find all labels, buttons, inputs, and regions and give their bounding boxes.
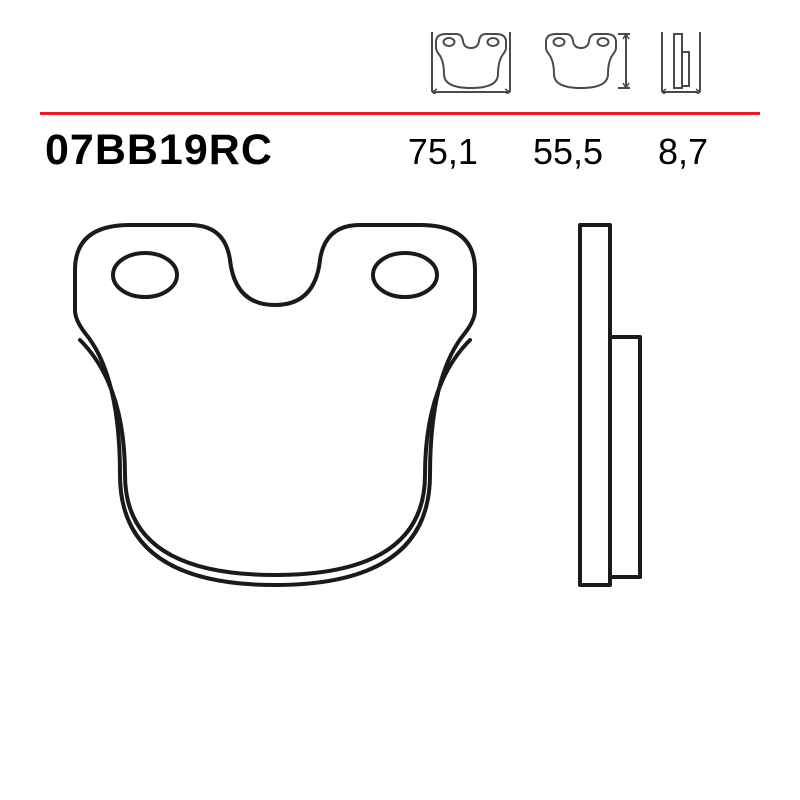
height-icon	[540, 30, 632, 94]
dimension-icons-row	[430, 30, 702, 94]
dimensions-row: 75,1 55,5 8,7	[408, 131, 708, 173]
thickness-icon	[660, 30, 702, 94]
right-mounting-hole	[373, 253, 437, 297]
header-row: 07BB19RC 75,1 55,5 8,7	[45, 126, 760, 175]
width-icon	[430, 30, 512, 94]
part-number: 07BB19RC	[45, 126, 273, 175]
technical-drawing	[35, 215, 765, 770]
diagram-container: 07BB19RC 75,1 55,5 8,7	[0, 0, 800, 800]
side-backing-plate	[580, 225, 610, 585]
left-mounting-hole	[113, 253, 177, 297]
side-friction-material	[610, 337, 640, 577]
dimension-thickness: 8,7	[658, 131, 708, 173]
dimension-width: 75,1	[408, 131, 478, 173]
dimension-height: 55,5	[533, 131, 603, 173]
separator-line	[40, 112, 760, 115]
brake-pad-svg	[35, 215, 765, 770]
front-outer-path	[75, 225, 475, 585]
